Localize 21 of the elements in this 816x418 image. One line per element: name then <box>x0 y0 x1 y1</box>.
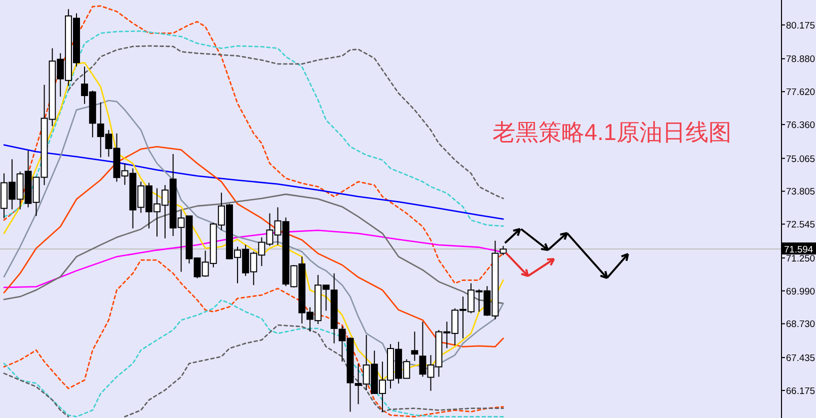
y-tick-label: 78.880 <box>786 54 816 66</box>
y-tick-label: 80.175 <box>786 20 816 32</box>
line-series <box>3 259 504 418</box>
y-tick-label: 75.065 <box>786 154 816 165</box>
y-tick-label: 71.250 <box>786 253 816 264</box>
line-series <box>3 299 504 418</box>
y-tick-label: 73.805 <box>786 186 816 198</box>
line-series <box>3 144 504 220</box>
line-series <box>124 324 504 418</box>
y-tick-label: 69.990 <box>786 286 816 298</box>
y-tick-label: 77.620 <box>786 87 816 98</box>
y-tick-label: 66.175 <box>786 386 816 397</box>
y-tick-label: 76.360 <box>786 120 816 132</box>
y-tick-label: 67.435 <box>786 353 816 364</box>
line-series <box>3 194 504 304</box>
y-tick-label: 68.730 <box>786 319 816 330</box>
line-series <box>3 146 504 348</box>
text: 老黑策略4.1原油日线图 <box>492 119 732 145</box>
line-series <box>3 372 70 418</box>
y-tick-label: 72.545 <box>786 220 816 231</box>
ref-line-label: 71.594 <box>784 244 814 256</box>
